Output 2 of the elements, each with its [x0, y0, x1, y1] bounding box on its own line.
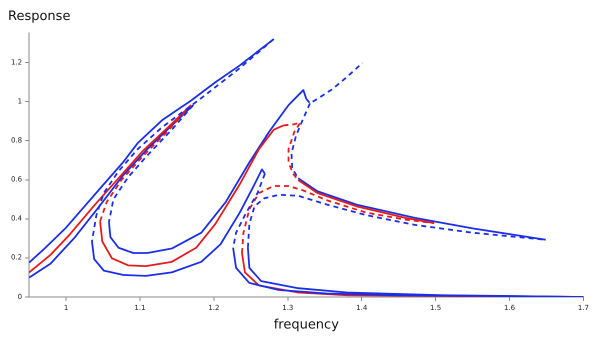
y-axis-title: Response [8, 8, 72, 26]
x-axis-title: frequency [274, 318, 340, 333]
